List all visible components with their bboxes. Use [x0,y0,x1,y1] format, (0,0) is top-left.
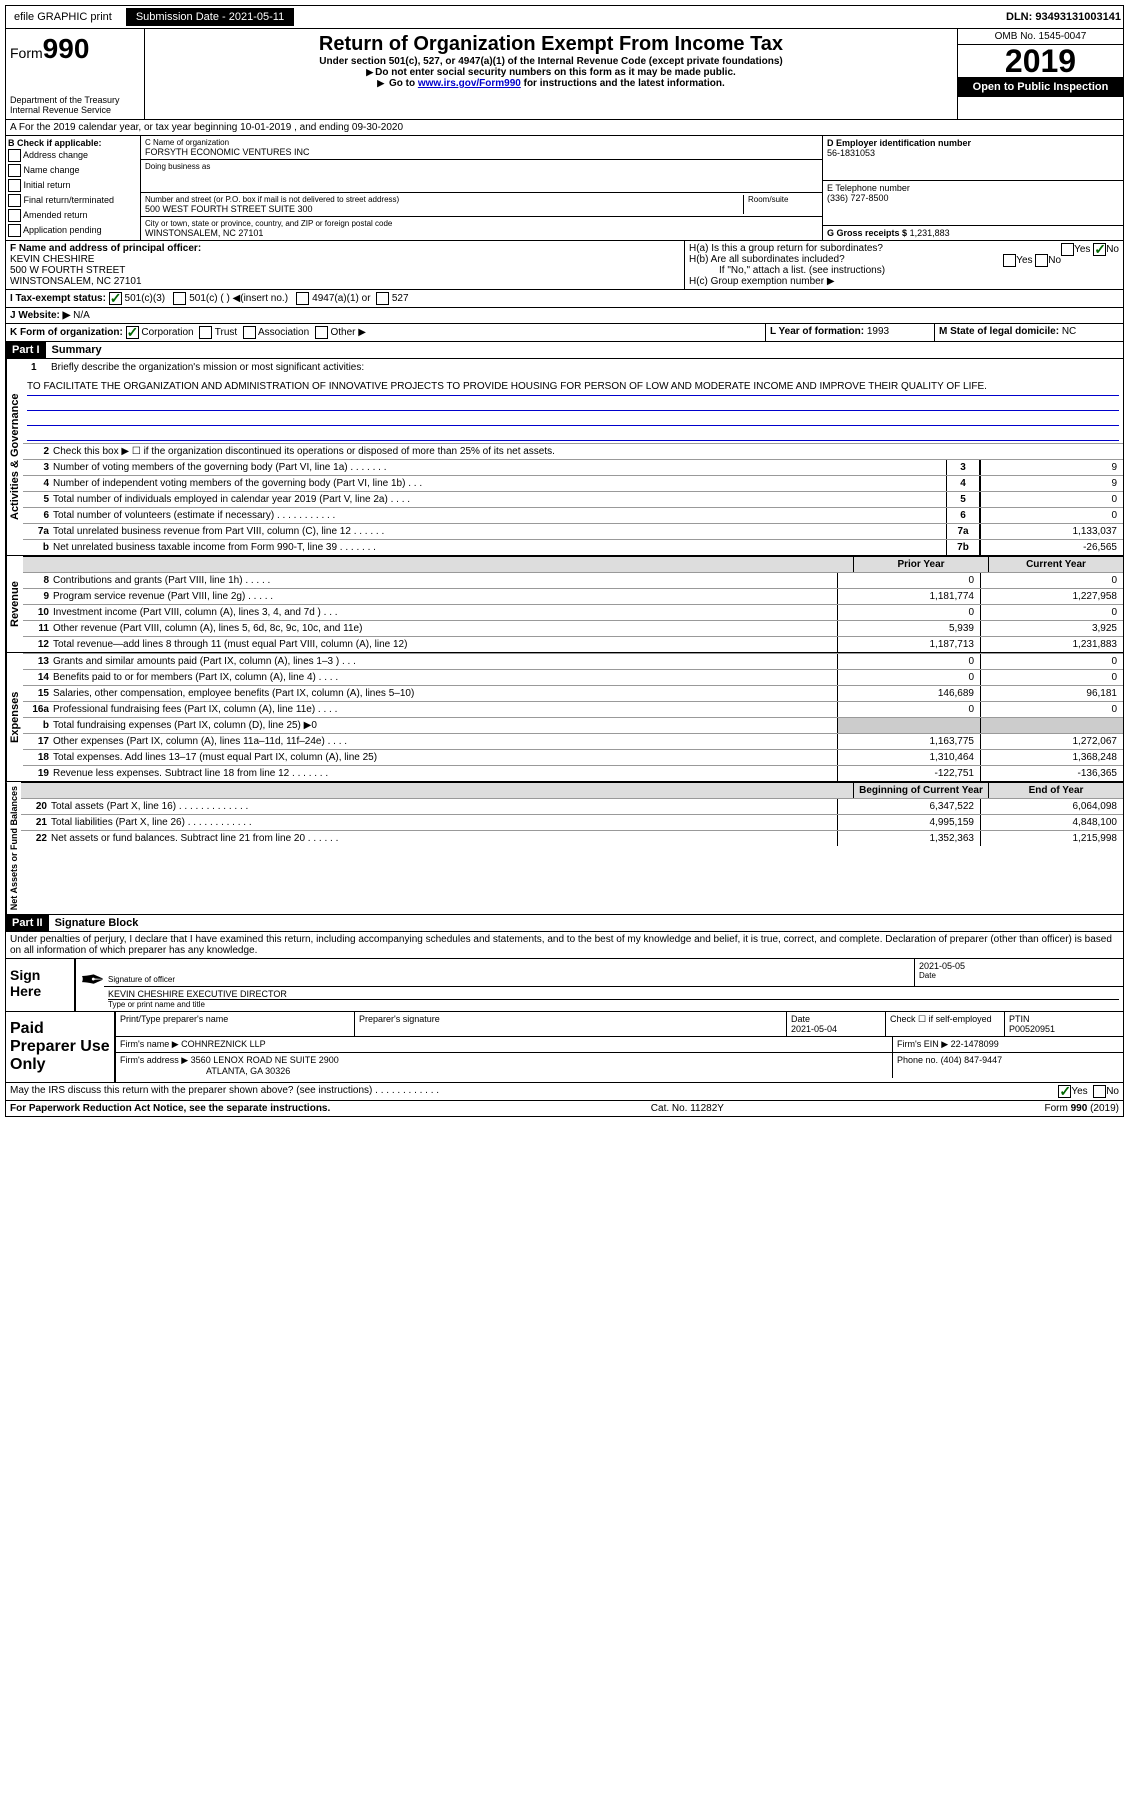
activities-governance: Activities & Governance 1Briefly describ… [5,359,1124,556]
form-id-box: Form990 Department of the Treasury Inter… [6,29,145,119]
tax-year: 2019 [958,45,1123,77]
chk-amended[interactable]: Amended return [8,208,138,223]
year-formation: 1993 [867,326,889,337]
vlabel-rev: Revenue [6,556,23,652]
part1-bar: Part I Summary [5,342,1124,359]
box-c: C Name of organization FORSYTH ECONOMIC … [141,136,822,240]
sign-here-label: Sign Here [6,959,76,1011]
row-a: A For the 2019 calendar year, or tax yea… [5,120,1124,136]
firm-ein: 22-1478099 [951,1039,999,1049]
form-header: Form990 Department of the Treasury Inter… [5,29,1124,120]
chk-pending[interactable]: Application pending [8,223,138,238]
box-f: F Name and address of principal officer:… [6,241,685,289]
irs-link[interactable]: www.irs.gov/Form990 [418,78,521,89]
line-row: bTotal fundraising expenses (Part IX, co… [23,717,1123,733]
line-row: 5Total number of individuals employed in… [23,491,1123,507]
tax-status-row: I Tax-exempt status: 501(c)(3) 501(c) ( … [5,290,1124,308]
officer-group-row: F Name and address of principal officer:… [5,241,1124,290]
pen-icon: ✒ [76,959,104,1011]
right-info: D Employer identification number 56-1831… [822,136,1123,240]
org-city: WINSTONSALEM, NC 27101 [145,228,818,238]
prep-date: 2021-05-04 [791,1024,837,1034]
line-row: 12Total revenue—add lines 8 through 11 (… [23,636,1123,652]
chk-address[interactable]: Address change [8,148,138,163]
form-title: Return of Organization Exempt From Incom… [149,33,953,56]
firm-addr: 3560 LENOX ROAD NE SUITE 2900 [191,1055,339,1065]
dln: DLN: 93493131003141 [1006,11,1121,23]
discuss-no[interactable] [1093,1085,1106,1098]
revenue-section: Revenue Prior Year Current Year 8Contrib… [5,556,1124,653]
org-name: FORSYTH ECONOMIC VENTURES INC [145,147,818,157]
inspection-badge: Open to Public Inspection [958,77,1123,97]
footer: For Paperwork Reduction Act Notice, see … [5,1101,1124,1117]
firm-phone: (404) 847-9447 [941,1055,1003,1065]
org-info-grid: B Check if applicable: Address change Na… [5,136,1124,241]
firm-name: COHNREZNICK LLP [181,1039,266,1049]
line-row: 17Other expenses (Part IX, column (A), l… [23,733,1123,749]
org-address: 500 WEST FOURTH STREET SUITE 300 [145,204,743,214]
line-row: 8Contributions and grants (Part VIII, li… [23,572,1123,588]
submission-date-btn[interactable]: Submission Date - 2021-05-11 [126,8,294,26]
line-row: bNet unrelated business taxable income f… [23,539,1123,555]
form-org-row: K Form of organization: Corporation Trus… [5,324,1124,342]
website-row: J Website: ▶ N/A [5,308,1124,324]
top-bar: efile GRAPHIC print Submission Date - 20… [5,5,1124,29]
chk-501c3[interactable] [109,292,122,305]
line-row: 9Program service revenue (Part VIII, lin… [23,588,1123,604]
ptin: P00520951 [1009,1024,1055,1034]
vlabel-exp: Expenses [6,653,23,781]
chk-initial[interactable]: Initial return [8,178,138,193]
signature-block: Under penalties of perjury, I declare th… [5,932,1124,1101]
line-row: 19Revenue less expenses. Subtract line 1… [23,765,1123,781]
gross-receipts: 1,231,883 [910,228,950,238]
mission-text: TO FACILITATE THE ORGANIZATION AND ADMIN… [27,381,1119,396]
website: N/A [73,310,90,321]
efile-label: efile GRAPHIC print [8,9,118,25]
line-row: 11Other revenue (Part VIII, column (A), … [23,620,1123,636]
line-row: 10Investment income (Part VIII, column (… [23,604,1123,620]
vlabel-na: Net Assets or Fund Balances [6,782,21,914]
discuss-yes[interactable] [1058,1085,1071,1098]
officer-name: KEVIN CHESHIRE [10,254,94,265]
sig-date: 2021-05-05 [919,961,1119,971]
discuss-question: May the IRS discuss this return with the… [10,1085,439,1098]
line-row: 13Grants and similar amounts paid (Part … [23,653,1123,669]
vlabel-ag: Activities & Governance [6,359,23,555]
state-domicile: NC [1062,326,1076,337]
line-row: 6Total number of volunteers (estimate if… [23,507,1123,523]
chk-name[interactable]: Name change [8,163,138,178]
box-h: H(a) Is this a group return for subordin… [685,241,1123,289]
line-row: 3Number of voting members of the governi… [23,459,1123,475]
dept-label: Department of the Treasury Internal Reve… [10,95,140,115]
line-row: 4Number of independent voting members of… [23,475,1123,491]
line-row: 18Total expenses. Add lines 13–17 (must … [23,749,1123,765]
chk-final[interactable]: Final return/terminated [8,193,138,208]
header-right: OMB No. 1545-0047 2019 Open to Public In… [957,29,1123,119]
line-row: 14Benefits paid to or for members (Part … [23,669,1123,685]
line-row: 20Total assets (Part X, line 16) . . . .… [21,798,1123,814]
part2-header: Part II [6,915,49,931]
phone: (336) 727-8500 [827,193,889,203]
paid-preparer-label: Paid Preparer Use Only [6,1012,116,1082]
expenses-section: Expenses 13Grants and similar amounts pa… [5,653,1124,782]
header-center: Return of Organization Exempt From Incom… [145,29,957,119]
line-row: 16aProfessional fundraising fees (Part I… [23,701,1123,717]
line-row: 15Salaries, other compensation, employee… [23,685,1123,701]
netassets-section: Net Assets or Fund Balances Beginning of… [5,782,1124,915]
line-row: 22Net assets or fund balances. Subtract … [21,830,1123,846]
part2-bar: Part II Signature Block [5,915,1124,932]
officer-signature-name: KEVIN CHESHIRE EXECUTIVE DIRECTOR [108,989,1119,999]
part1-header: Part I [6,342,46,358]
declaration-text: Under penalties of perjury, I declare th… [6,932,1123,958]
box-b: B Check if applicable: Address change Na… [6,136,141,240]
line-row: 7aTotal unrelated business revenue from … [23,523,1123,539]
line-row: 21Total liabilities (Part X, line 26) . … [21,814,1123,830]
ein: 56-1831053 [827,148,875,158]
